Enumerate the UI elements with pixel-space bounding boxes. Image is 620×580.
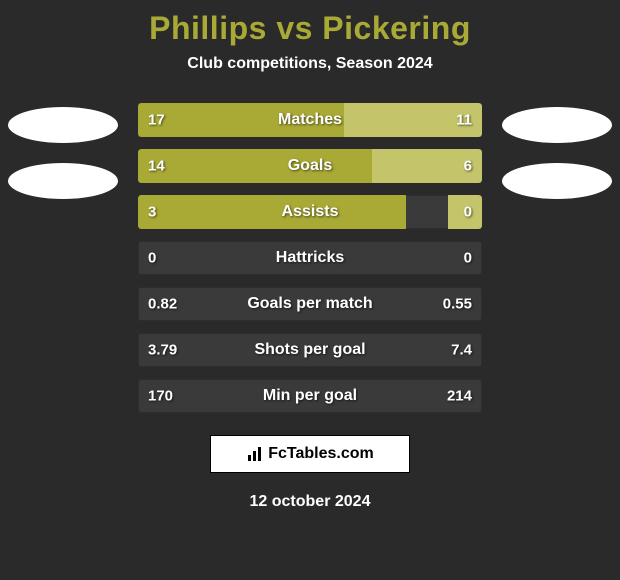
stat-row: 17 11 Matches bbox=[138, 103, 482, 137]
chart-icon bbox=[246, 445, 264, 463]
stat-value-right: 0 bbox=[464, 250, 472, 267]
player-badge-right-2 bbox=[502, 163, 612, 199]
stat-value-right: 7.4 bbox=[451, 342, 472, 359]
stat-label: Hattricks bbox=[276, 249, 344, 267]
right-side-column bbox=[502, 103, 612, 199]
stat-value-left: 3.79 bbox=[148, 342, 177, 359]
stat-label: Matches bbox=[278, 111, 342, 129]
stat-row: 14 6 Goals bbox=[138, 149, 482, 183]
player-badge-left-1 bbox=[8, 107, 118, 143]
stat-value-right: 0 bbox=[464, 204, 472, 221]
stat-row: 3.79 7.4 Shots per goal bbox=[138, 333, 482, 367]
stat-value-left: 14 bbox=[148, 158, 165, 175]
stat-value-right: 0.55 bbox=[443, 296, 472, 313]
stat-value-left: 0.82 bbox=[148, 296, 177, 313]
main-area: 1711Matches146Goals30Assists00Hattricks0… bbox=[0, 103, 620, 413]
stat-row: 170 214 Min per goal bbox=[138, 379, 482, 413]
stat-value-left: 3 bbox=[148, 204, 156, 221]
stat-label: Min per goal bbox=[263, 387, 357, 405]
stat-label: Shots per goal bbox=[254, 341, 365, 359]
stat-label: Goals bbox=[288, 157, 332, 175]
stat-row: 0.82 0.55 Goals per match bbox=[138, 287, 482, 321]
stat-bars: 1711Matches146Goals30Assists00Hattricks0… bbox=[138, 103, 482, 413]
player-badge-left-2 bbox=[8, 163, 118, 199]
bar-left-fill bbox=[138, 195, 406, 229]
logo-text: FcTables.com bbox=[268, 445, 374, 463]
stat-value-left: 17 bbox=[148, 112, 165, 129]
stat-label: Goals per match bbox=[247, 295, 372, 313]
date: 12 october 2024 bbox=[250, 493, 371, 511]
stat-value-right: 6 bbox=[464, 158, 472, 175]
subtitle: Club competitions, Season 2024 bbox=[187, 55, 432, 73]
stat-value-left: 170 bbox=[148, 388, 173, 405]
page-title: Phillips vs Pickering bbox=[149, 10, 471, 47]
stat-row: 0 0 Hattricks bbox=[138, 241, 482, 275]
stat-value-left: 0 bbox=[148, 250, 156, 267]
left-side-column bbox=[8, 103, 118, 199]
stats-comparison: Phillips vs Pickering Club competitions,… bbox=[0, 0, 620, 580]
bar-left-fill bbox=[138, 149, 372, 183]
player-badge-right-1 bbox=[502, 107, 612, 143]
stat-row: 3 0 Assists bbox=[138, 195, 482, 229]
stat-value-right: 11 bbox=[456, 112, 472, 129]
footer-logo: FcTables.com bbox=[210, 435, 410, 473]
stat-value-right: 214 bbox=[447, 388, 472, 405]
stat-label: Assists bbox=[282, 203, 339, 221]
